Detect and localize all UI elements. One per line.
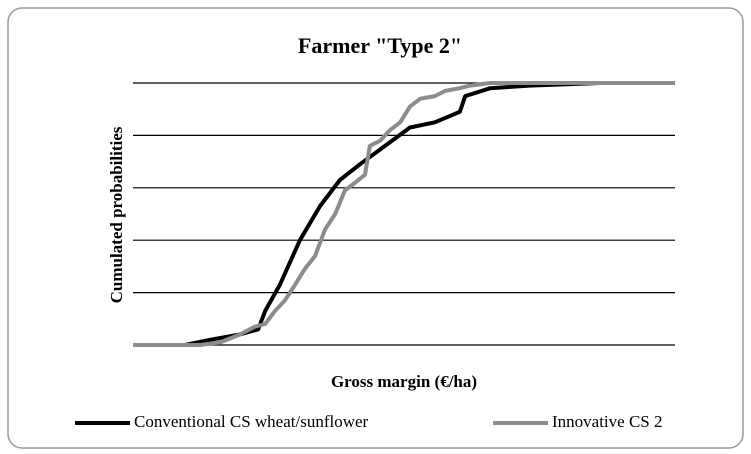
legend-label: Conventional CS wheat/sunflower	[134, 412, 369, 431]
legend-label: Innovative CS 2	[552, 412, 663, 431]
chart-border	[7, 7, 744, 449]
chart-title: Farmer "Type 2"	[298, 33, 462, 58]
x-axis-label: Gross margin (€/ha)	[331, 372, 477, 391]
series-line	[133, 81, 675, 347]
y-axis-label: Cumulated probabilities	[107, 126, 126, 303]
